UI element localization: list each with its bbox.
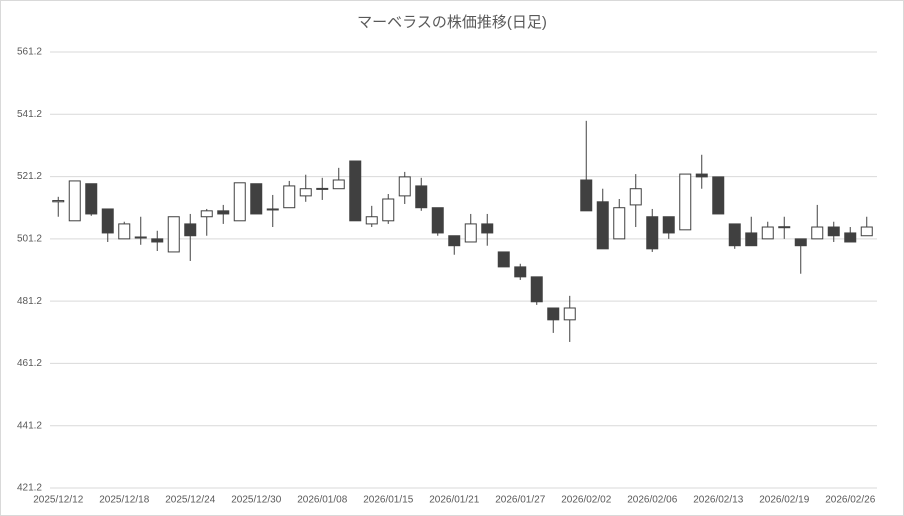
candle-body bbox=[860, 226, 873, 237]
candle-body bbox=[497, 251, 510, 268]
candle-body bbox=[695, 173, 708, 178]
y-tick-label: 441.2 bbox=[17, 420, 42, 431]
x-tick-label: 2025/12/12 bbox=[33, 495, 83, 506]
candle-body bbox=[844, 232, 857, 243]
candle-body bbox=[547, 307, 560, 321]
candle-body bbox=[662, 216, 675, 234]
candle-body bbox=[464, 223, 477, 243]
candle-body bbox=[118, 223, 131, 240]
candle-body bbox=[382, 198, 395, 222]
candle-body bbox=[332, 179, 345, 190]
candle-body bbox=[85, 183, 98, 215]
candle-body bbox=[398, 176, 411, 197]
candle-body bbox=[761, 226, 774, 240]
x-tick-label: 2026/01/27 bbox=[495, 495, 545, 506]
candle-body bbox=[745, 232, 758, 247]
candle-body bbox=[233, 182, 246, 222]
x-tick-label: 2026/02/19 bbox=[759, 495, 809, 506]
candle-body bbox=[613, 207, 626, 240]
candle-body bbox=[712, 176, 725, 215]
candle-body bbox=[365, 216, 378, 225]
chart-title: マーベラスの株価推移(日足) bbox=[357, 14, 547, 31]
candle-body bbox=[596, 201, 609, 250]
y-tick-label: 461.2 bbox=[17, 358, 42, 369]
candle-body bbox=[728, 223, 741, 247]
candle-body bbox=[283, 185, 296, 209]
candle-body bbox=[200, 210, 213, 218]
candle-body bbox=[827, 226, 840, 237]
candle-body bbox=[101, 208, 114, 234]
candle-body bbox=[778, 226, 791, 229]
candle-body bbox=[514, 266, 527, 278]
candle-body bbox=[679, 173, 692, 231]
y-tick-label: 481.2 bbox=[17, 296, 42, 307]
x-tick-label: 2026/02/13 bbox=[693, 495, 743, 506]
x-tick-label: 2026/01/15 bbox=[363, 495, 413, 506]
candle-body bbox=[167, 216, 180, 253]
candle-body bbox=[481, 223, 494, 234]
candle-body bbox=[349, 160, 362, 222]
candle-body bbox=[794, 238, 807, 247]
candle-body bbox=[151, 238, 164, 243]
candle-body bbox=[316, 187, 329, 190]
y-tick-label: 541.2 bbox=[17, 109, 42, 120]
x-tick-label: 2026/01/08 bbox=[297, 495, 347, 506]
candle-body bbox=[431, 207, 444, 234]
x-tick-label: 2026/02/06 bbox=[627, 495, 677, 506]
candle-body bbox=[217, 210, 230, 215]
candle-body bbox=[530, 276, 543, 303]
candle-body bbox=[299, 188, 312, 197]
x-tick-label: 2025/12/30 bbox=[231, 495, 281, 506]
x-tick-label: 2026/02/02 bbox=[561, 495, 611, 506]
candle-body bbox=[448, 235, 461, 247]
candle-body bbox=[415, 185, 428, 209]
x-tick-label: 2026/01/21 bbox=[429, 495, 479, 506]
candle-body bbox=[563, 307, 576, 321]
candle-body bbox=[811, 226, 824, 240]
x-tick-label: 2025/12/18 bbox=[99, 495, 149, 506]
candle-body bbox=[250, 183, 263, 215]
x-tick-label: 2025/12/24 bbox=[165, 495, 215, 506]
candle-body bbox=[68, 180, 81, 222]
candle-body bbox=[266, 208, 279, 211]
candle-body bbox=[646, 216, 659, 250]
y-tick-label: 521.2 bbox=[17, 171, 42, 182]
candle-body bbox=[580, 179, 593, 212]
candle-body bbox=[52, 200, 65, 203]
x-tick-label: 2026/02/26 bbox=[825, 495, 875, 506]
y-tick-label: 561.2 bbox=[17, 47, 42, 58]
candle-body bbox=[184, 223, 197, 237]
y-tick-label: 421.2 bbox=[17, 483, 42, 494]
candle-body bbox=[629, 188, 642, 206]
candle-body bbox=[134, 236, 147, 239]
y-tick-label: 501.2 bbox=[17, 233, 42, 244]
